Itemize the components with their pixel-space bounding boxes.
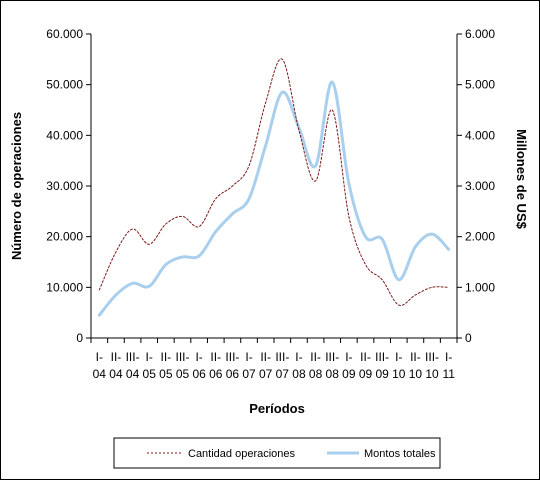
x-tick-label-bottom: 10: [392, 367, 406, 381]
x-tick-label-bottom: 10: [409, 367, 423, 381]
x-tick-label-bottom: 05: [176, 367, 190, 381]
y-tick-label-right: 4.000: [465, 128, 495, 142]
x-tick-label-top: II-: [410, 350, 421, 364]
y-tick-label-right: 2.000: [465, 230, 495, 244]
x-tick-label-top: I-: [445, 350, 452, 364]
legend-label-series-2: Montos totales: [364, 448, 436, 460]
x-tick-label-bottom: 09: [342, 367, 356, 381]
y-tick-label-right: 6.000: [465, 27, 495, 41]
x-tick-label-top: III-: [425, 350, 439, 364]
y-axis-title-right: Millones de US$: [514, 129, 529, 229]
x-tick-label-bottom: 04: [126, 367, 140, 381]
y-tick-label-left: 60.000: [46, 27, 83, 41]
x-tick-label-top: II-: [260, 350, 271, 364]
y-tick-label-left: 50.000: [46, 78, 83, 92]
x-tick-label-top: I-: [195, 350, 202, 364]
x-tick-label-top: II-: [310, 350, 321, 364]
x-tick-label-top: I-: [245, 350, 252, 364]
y-tick-label-left: 20.000: [46, 230, 83, 244]
x-tick-label-top: III-: [225, 350, 239, 364]
x-tick-label-bottom: 08: [309, 367, 323, 381]
x-tick-label-top: III-: [325, 350, 339, 364]
x-tick-label-top: I-: [146, 350, 153, 364]
x-tick-label-bottom: 11: [442, 367, 455, 381]
x-tick-label-bottom: 07: [242, 367, 256, 381]
x-tick-label-top: II-: [360, 350, 371, 364]
y-tick-label-left: 30.000: [46, 179, 83, 193]
x-tick-label-bottom: 04: [93, 367, 107, 381]
x-tick-label-bottom: 05: [143, 367, 157, 381]
x-tick-label-bottom: 06: [226, 367, 240, 381]
x-tick-label-bottom: 06: [192, 367, 206, 381]
x-tick-label-top: I-: [96, 350, 103, 364]
x-tick-label-top: III-: [275, 350, 289, 364]
y-tick-label-left: 40.000: [46, 128, 83, 142]
x-tick-label-bottom: 09: [359, 367, 373, 381]
x-tick-label-bottom: 08: [292, 367, 306, 381]
x-tick-label-bottom: 07: [276, 367, 290, 381]
x-tick-label-bottom: 07: [259, 367, 273, 381]
x-tick-label-bottom: 04: [109, 367, 123, 381]
x-tick-label-top: II-: [210, 350, 221, 364]
x-tick-label-bottom: 08: [326, 367, 340, 381]
series-layer: [97, 58, 451, 317]
y-tick-label-left: 10.000: [46, 280, 83, 294]
x-tick-label-top: I-: [395, 350, 402, 364]
x-tick-label-bottom: 05: [159, 367, 173, 381]
x-tick-label-top: III-: [375, 350, 389, 364]
x-tick-label-top: II-: [111, 350, 122, 364]
x-axis-title: Períodos: [249, 401, 305, 416]
y-tick-label-left: 0: [76, 331, 83, 345]
x-tick-label-top: I-: [295, 350, 302, 364]
x-tick-label-top: III-: [126, 350, 140, 364]
y-tick-label-right: 0: [465, 331, 472, 345]
x-tick-label-bottom: 10: [425, 367, 439, 381]
y-tick-label-right: 1.000: [465, 280, 495, 294]
x-tick-label-top: II-: [161, 350, 172, 364]
x-tick-label-top: III-: [176, 350, 190, 364]
series-line-1: [98, 58, 450, 306]
legend: Cantidad operaciones Montos totales: [113, 437, 441, 469]
series-line-2: [97, 80, 451, 317]
y-tick-label-right: 3.000: [465, 179, 495, 193]
x-tick-label-bottom: 06: [209, 367, 223, 381]
x-tick-label-top: I-: [345, 350, 352, 364]
legend-label-series-1: Cantidad operaciones: [188, 448, 296, 460]
x-tick-label-bottom: 09: [375, 367, 389, 381]
y-axis-title-left: Número de operaciones: [9, 112, 24, 260]
axes-layer: 0 10.000 20.000 30.000 40.000 50.000 60.000 0 1.…: [46, 27, 495, 381]
y-tick-label-right: 5.000: [465, 78, 495, 92]
